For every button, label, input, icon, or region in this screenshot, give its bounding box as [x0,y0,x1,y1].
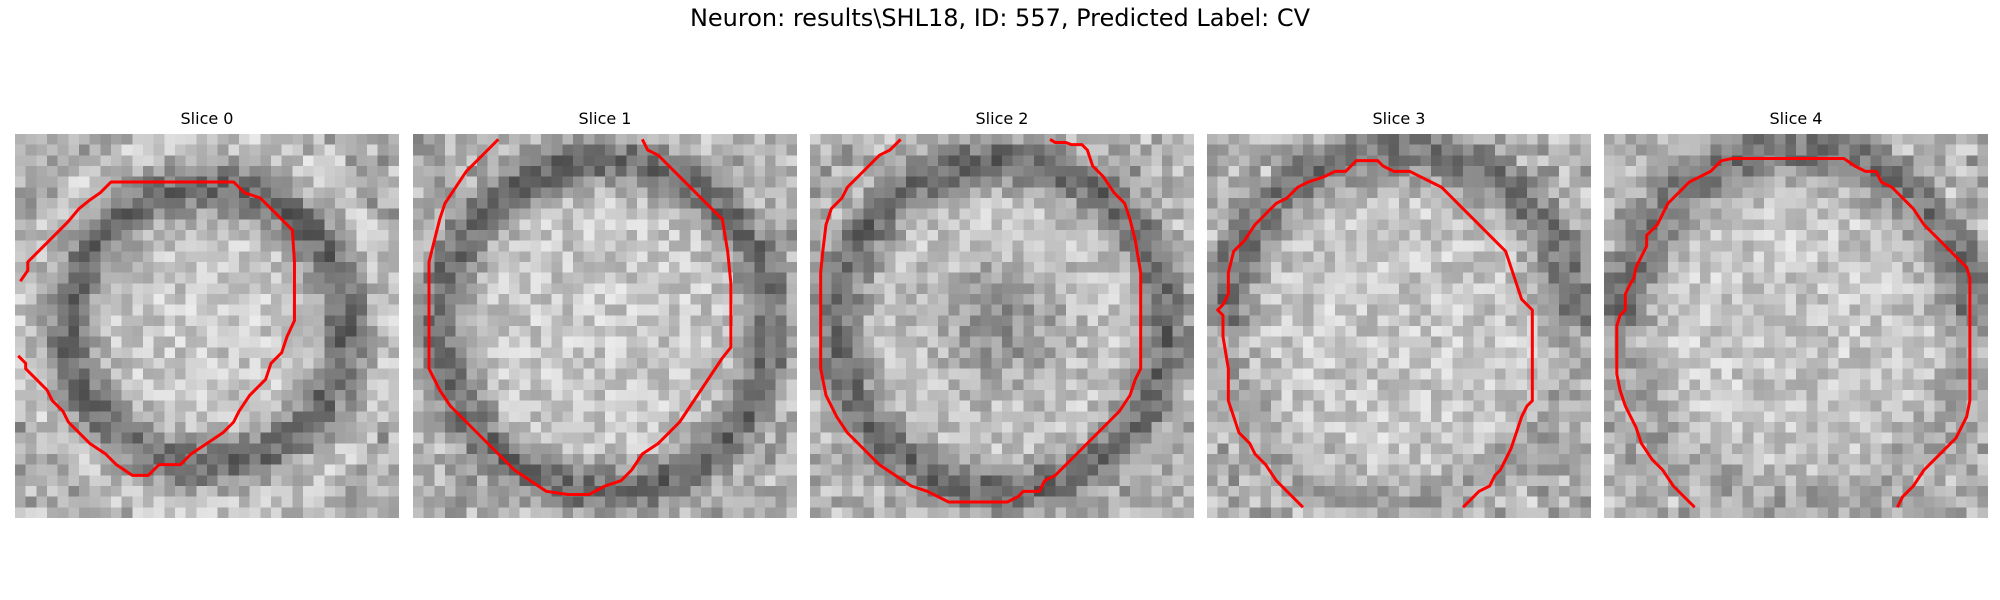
slice-image [1207,134,1591,518]
segmentation-contour [427,138,733,497]
pixel-grid [810,134,1194,518]
pixel-grid [413,134,797,518]
slice-panel-4: Slice 4 [1604,108,1988,518]
slice-title: Slice 3 [1372,109,1426,128]
slice-image [810,134,1194,518]
slice-image [15,134,399,518]
slice-image [413,134,797,518]
segmentation-contour [819,138,1143,504]
segmentation-contour [1615,157,1972,509]
slice-panel-0: Slice 0 [15,108,399,518]
pixel-grid [15,134,399,518]
slice-panel-1: Slice 1 [413,108,797,518]
segmentation-contour [1216,159,1534,509]
slice-panel-3: Slice 3 [1207,108,1591,518]
pixel-grid [1207,134,1591,518]
figure-title: Neuron: results\SHL18, ID: 557, Predicte… [689,4,1311,32]
slice-panel-2: Slice 2 [810,108,1194,518]
slice-image [1604,134,1988,518]
slice-title: Slice 2 [975,109,1029,128]
pixel-grid [1604,134,1988,518]
slice-title: Slice 1 [578,109,632,128]
slice-title: Slice 0 [180,109,234,128]
segmentation-contour [17,180,296,477]
slice-title: Slice 4 [1769,109,1823,128]
